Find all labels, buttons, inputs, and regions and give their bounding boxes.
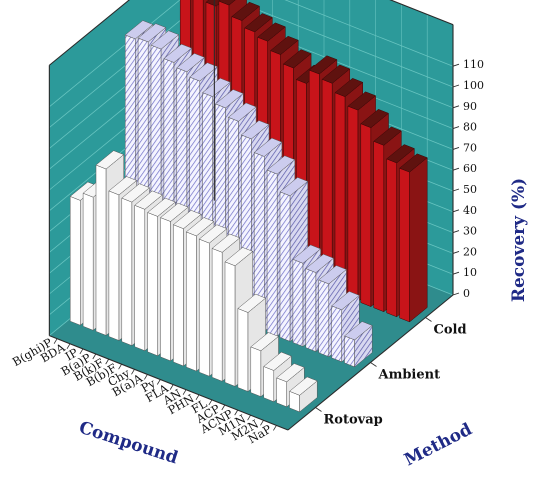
gridline-100 bbox=[49, 0, 454, 128]
x-tick-IP bbox=[79, 348, 84, 355]
x-tick-Chy bbox=[131, 369, 135, 375]
z-tick-0 bbox=[452, 292, 460, 296]
frame-top-left bbox=[49, 0, 130, 66]
z-tick-label-40: 40 bbox=[463, 204, 477, 217]
z-tick-20 bbox=[452, 250, 460, 254]
y-axis-title: Method bbox=[401, 419, 475, 470]
x-axis-title: Compound bbox=[76, 418, 180, 469]
y-tick-Ambient bbox=[370, 362, 377, 367]
z-tick-100 bbox=[452, 84, 460, 88]
x-tick-B(a)A bbox=[144, 374, 148, 380]
x-tick-B(k)F bbox=[105, 358, 110, 365]
x-tick-NaP bbox=[273, 425, 277, 431]
z-tick-30 bbox=[452, 230, 460, 234]
frame-top-right bbox=[389, 0, 454, 26]
z-tick-60 bbox=[452, 167, 460, 171]
z-tick-label-0: 0 bbox=[463, 287, 470, 300]
z-axis-title: Recovery (%) bbox=[509, 178, 529, 302]
z-tick-label-70: 70 bbox=[463, 141, 477, 154]
z-tick-10 bbox=[452, 271, 460, 275]
method-label-ambient: Ambient bbox=[378, 368, 441, 383]
z-tick-label-10: 10 bbox=[463, 266, 477, 279]
gridline-110 bbox=[49, 0, 454, 108]
y-tick-Rotovap bbox=[315, 407, 322, 412]
x-tick-AN bbox=[182, 389, 187, 395]
z-tick-70 bbox=[452, 146, 460, 150]
y-tick-Cold bbox=[425, 317, 432, 322]
z-tick-50 bbox=[452, 188, 460, 192]
chart-bars bbox=[69, 0, 428, 413]
z-tick-label-60: 60 bbox=[463, 162, 477, 175]
x-tick-BDA bbox=[66, 343, 71, 350]
category-label-Py: Py bbox=[138, 376, 158, 395]
x-tick-ACP bbox=[221, 404, 226, 411]
category-label-FL: FL bbox=[189, 396, 210, 416]
z-tick-label-50: 50 bbox=[463, 183, 477, 196]
x-tick-B(b)F bbox=[118, 364, 122, 370]
z-tick-label-30: 30 bbox=[463, 225, 477, 238]
x-tick-FLA bbox=[169, 384, 174, 390]
x-tick-B(a)P bbox=[92, 353, 97, 360]
x-tick-PHN bbox=[195, 394, 200, 401]
x-tick-M1N bbox=[247, 415, 251, 421]
bar-ambient-NaP bbox=[344, 321, 373, 368]
frame-category-axis bbox=[49, 335, 289, 431]
method-label-rotovap: Rotovap bbox=[324, 413, 383, 428]
x-tick-FL bbox=[208, 399, 213, 406]
z-tick-label-110: 110 bbox=[463, 58, 484, 71]
x-tick-M2N bbox=[260, 420, 264, 426]
bar-cold-NaP bbox=[399, 153, 428, 323]
z-tick-label-90: 90 bbox=[463, 100, 477, 113]
x-tick-B(ghi)P bbox=[53, 338, 58, 344]
z-tick-label-20: 20 bbox=[463, 245, 477, 258]
z-tick-80 bbox=[452, 126, 460, 130]
z-tick-label-100: 100 bbox=[463, 79, 484, 92]
chart-frame bbox=[48, 0, 460, 431]
method-label-cold: Cold bbox=[434, 323, 467, 338]
x-tick-ACNP bbox=[234, 409, 239, 416]
z-tick-90 bbox=[452, 105, 460, 109]
x-tick-Py bbox=[156, 379, 161, 385]
z-tick-label-80: 80 bbox=[463, 121, 477, 134]
z-tick-40 bbox=[452, 209, 460, 213]
bar-rotovap-NaP bbox=[289, 376, 318, 413]
z-tick-110 bbox=[452, 63, 460, 67]
